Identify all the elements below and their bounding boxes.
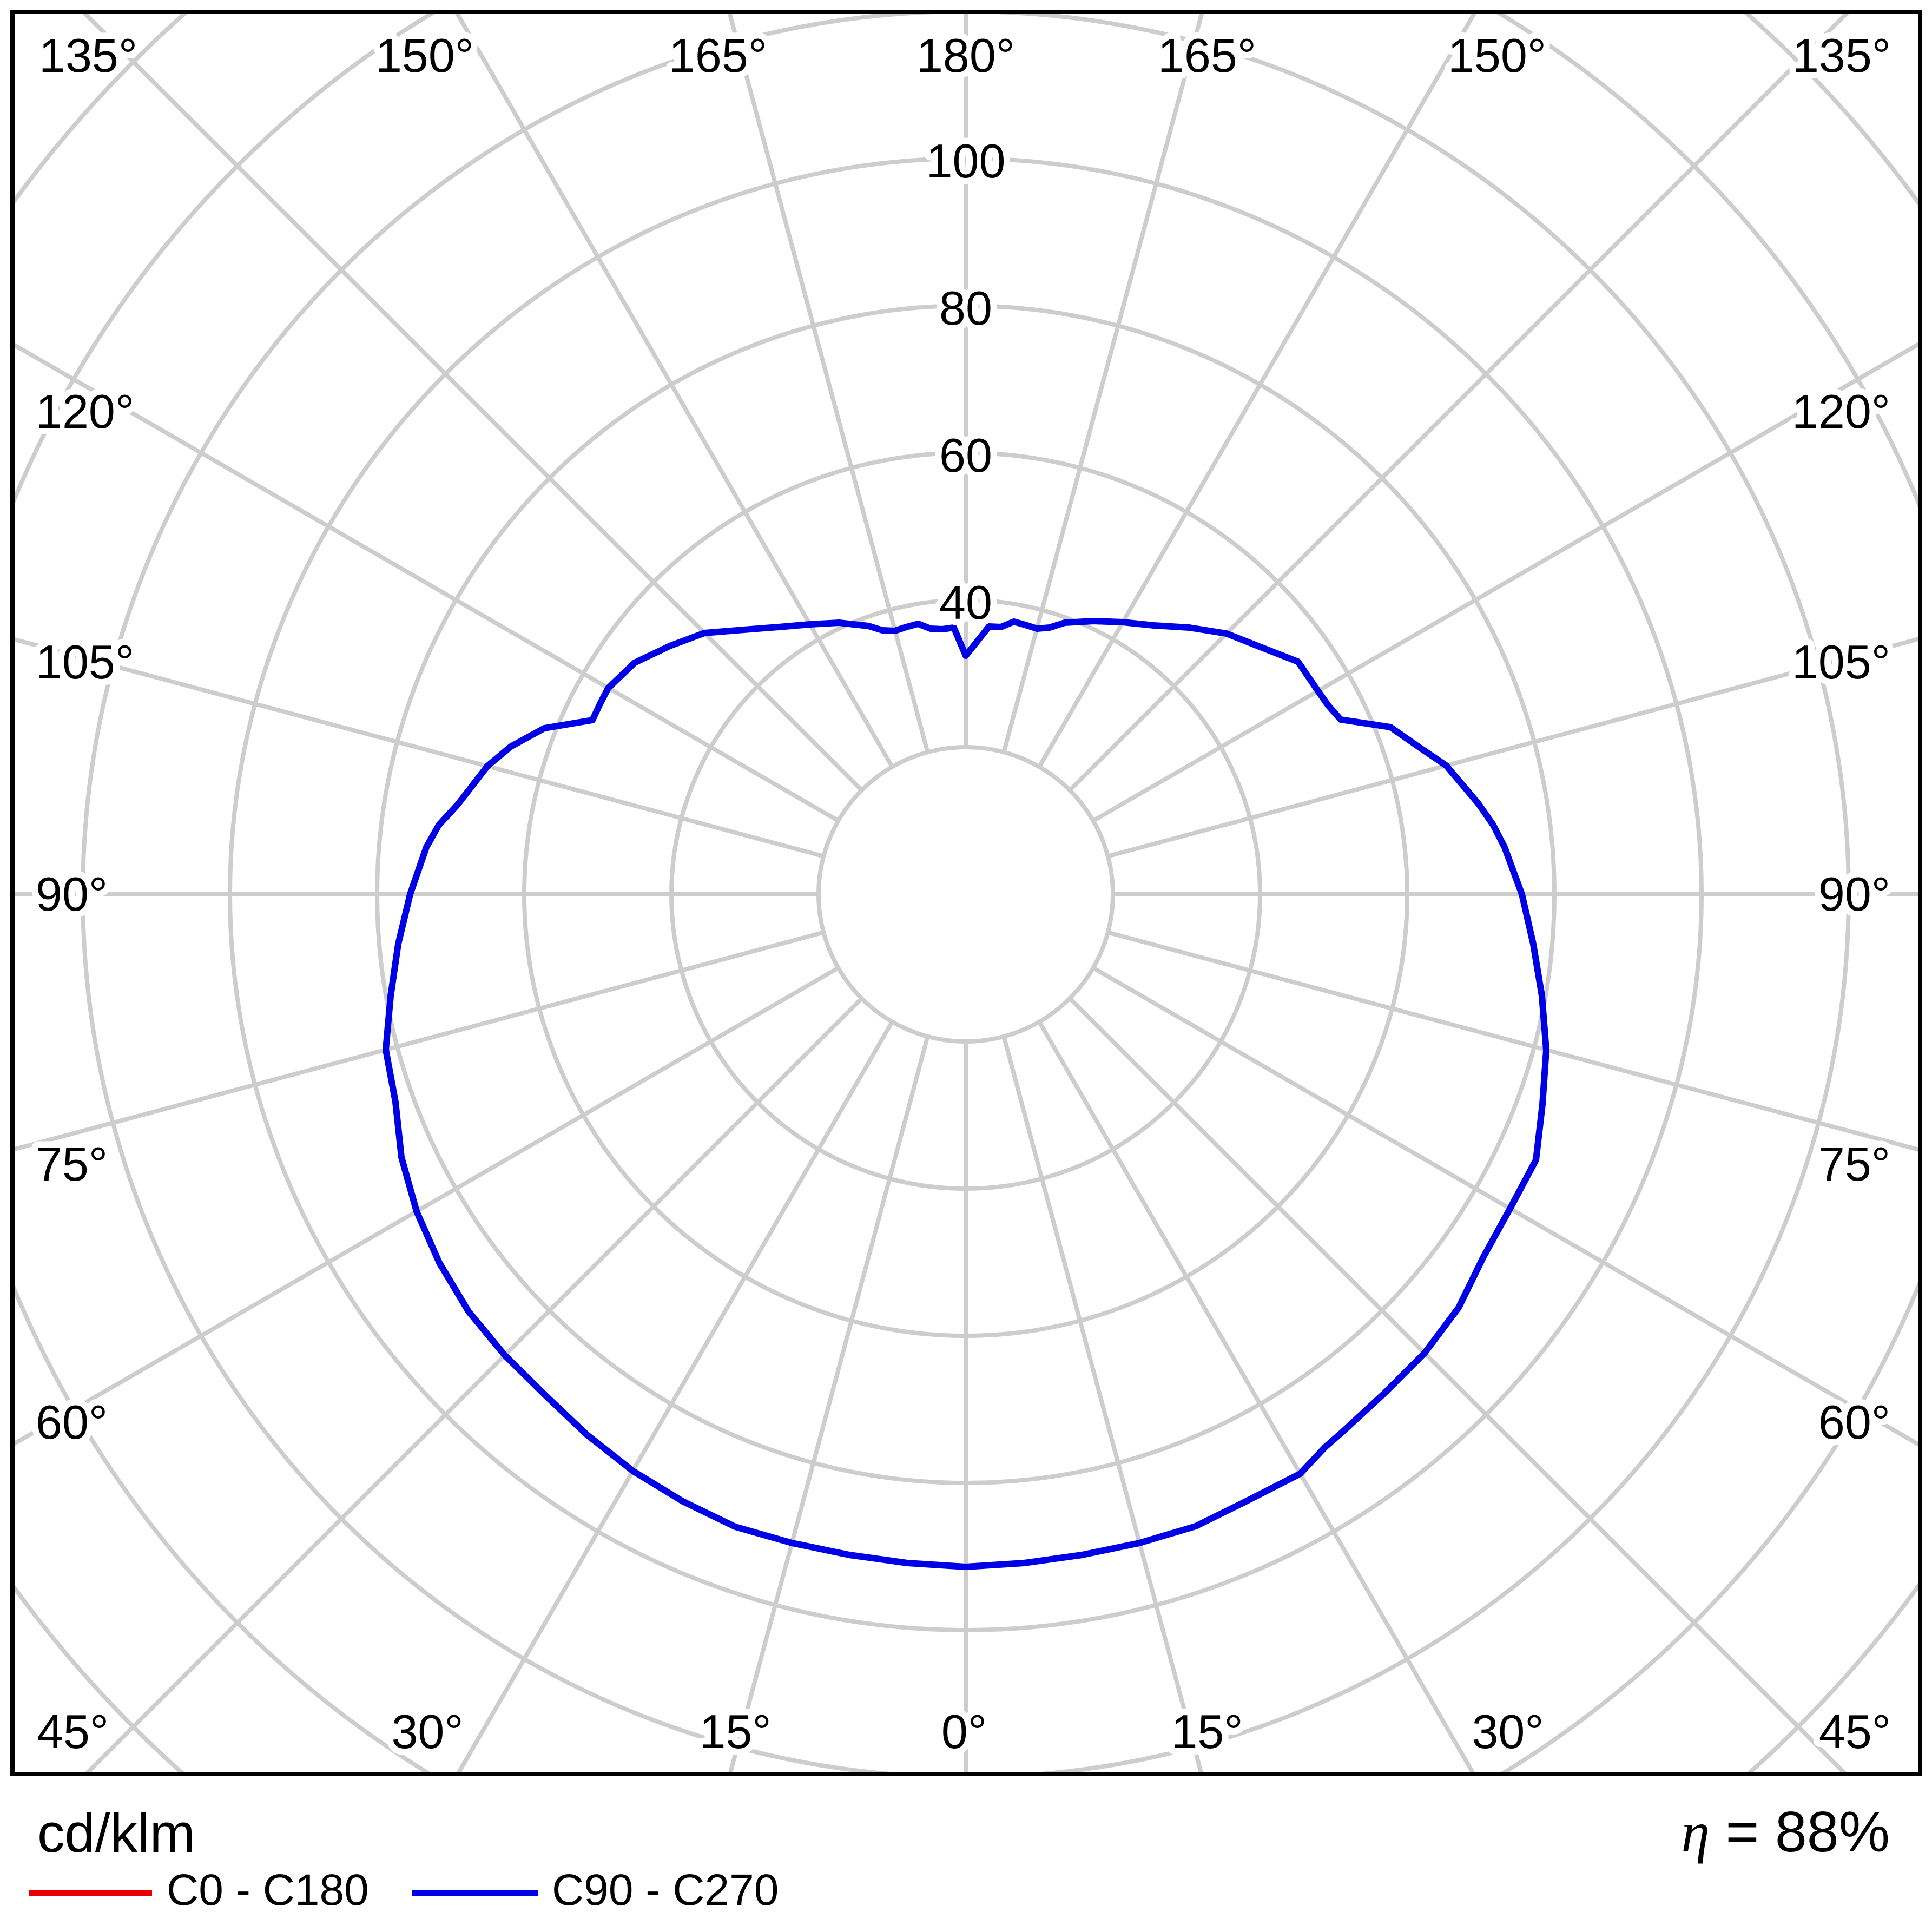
svg-text:30°: 30° [1472, 1705, 1544, 1758]
svg-text:120°: 120° [36, 385, 134, 438]
svg-text:45°: 45° [37, 1705, 109, 1758]
svg-text:90°: 90° [36, 867, 108, 921]
svg-text:60°: 60° [36, 1395, 108, 1449]
svg-text:40: 40 [939, 576, 992, 629]
svg-text:60°: 60° [1818, 1395, 1890, 1449]
svg-text:105°: 105° [36, 635, 134, 689]
svg-text:75°: 75° [36, 1137, 108, 1191]
svg-text:180°: 180° [916, 29, 1015, 82]
svg-text:C0 - C180: C0 - C180 [167, 1865, 369, 1915]
svg-text:η = 88%: η = 88% [1681, 1800, 1890, 1864]
svg-text:60: 60 [939, 428, 992, 482]
svg-text:105°: 105° [1792, 635, 1890, 689]
svg-text:45°: 45° [1819, 1705, 1891, 1758]
svg-text:165°: 165° [1158, 29, 1256, 82]
svg-text:150°: 150° [375, 29, 474, 82]
svg-text:cd/klm: cd/klm [37, 1803, 195, 1864]
svg-text:135°: 135° [39, 29, 137, 82]
svg-text:80: 80 [939, 281, 992, 335]
svg-text:0°: 0° [941, 1705, 987, 1758]
svg-text:15°: 15° [1171, 1705, 1243, 1758]
svg-text:120°: 120° [1792, 385, 1890, 438]
svg-text:150°: 150° [1448, 29, 1546, 82]
svg-text:100: 100 [926, 134, 1006, 188]
svg-text:C90 - C270: C90 - C270 [552, 1865, 779, 1915]
svg-text:75°: 75° [1818, 1137, 1890, 1191]
svg-text:135°: 135° [1792, 29, 1891, 82]
svg-text:30°: 30° [391, 1705, 463, 1758]
svg-text:90°: 90° [1818, 867, 1890, 921]
svg-text:15°: 15° [699, 1705, 771, 1758]
svg-text:165°: 165° [669, 29, 767, 82]
